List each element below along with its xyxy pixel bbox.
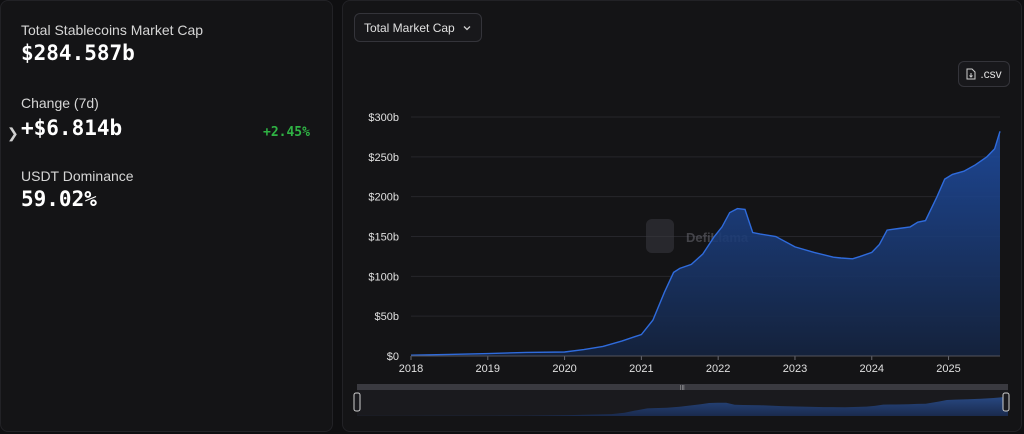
market-cap-label: Total Stablecoins Market Cap (21, 22, 204, 38)
dominance-label: USDT Dominance (21, 168, 134, 184)
chevron-right-icon[interactable]: ❯ (7, 125, 19, 141)
download-csv-label: .csv (980, 67, 1002, 81)
chevron-down-icon (463, 25, 471, 30)
dominance-value: 59.02% (21, 187, 97, 211)
metric-dropdown[interactable]: Total Market Cap (354, 13, 482, 42)
change-value: +$6.814b (21, 116, 123, 140)
file-download-icon (966, 68, 976, 80)
download-csv-button[interactable]: .csv (958, 61, 1010, 87)
stats-panel: Total Stablecoins Market Cap $284.587b ❯… (0, 0, 333, 432)
chart-panel (342, 0, 1022, 432)
metric-dropdown-label: Total Market Cap (364, 20, 455, 35)
market-cap-value: $284.587b (21, 41, 135, 65)
change-percent-badge: +2.45% (263, 125, 310, 140)
change-label: Change (7d) (21, 95, 99, 111)
